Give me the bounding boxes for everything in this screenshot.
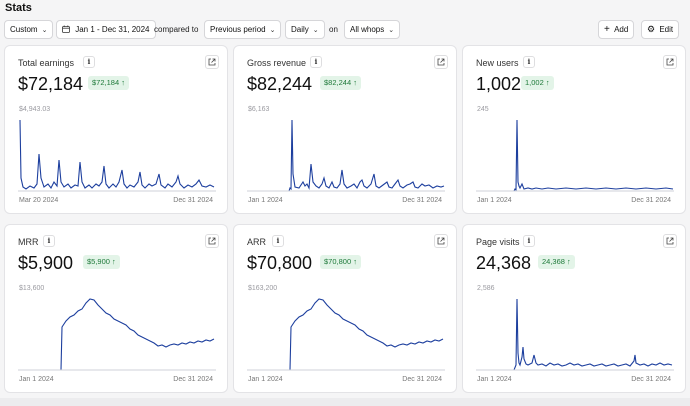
x-axis-end: Dec 31 2024 xyxy=(173,376,213,383)
stat-card-mrr[interactable]: MRR i $5,900 $5,900 ↑ $13,600 Jan 1 2024… xyxy=(4,224,228,393)
range-preset-dropdown[interactable]: Custom ⌄ xyxy=(4,20,54,39)
date-range-label: Jan 1 - Dec 31, 2024 xyxy=(75,25,150,34)
x-axis-end: Dec 31 2024 xyxy=(631,376,671,383)
external-link-icon[interactable] xyxy=(663,234,677,248)
interval-label: Daily xyxy=(291,25,309,34)
scope-label: All whops xyxy=(350,25,385,34)
y-axis-max: $4,943.03 xyxy=(19,106,51,113)
x-axis-start: Jan 1 2024 xyxy=(248,197,283,204)
sparkline-chart xyxy=(476,298,674,371)
y-axis-max: 2,586 xyxy=(477,285,495,292)
x-axis-start: Mar 20 2024 xyxy=(19,197,59,204)
change-badge: 24,368 ↑ xyxy=(538,255,575,269)
card-value: $5,900 xyxy=(18,253,74,273)
x-axis-end: Dec 31 2024 xyxy=(173,197,213,204)
card-value: 24,368 xyxy=(476,253,532,273)
card-title: Gross revenue xyxy=(247,58,307,68)
stat-card-page-visits[interactable]: Page visits i 24,368 24,368 ↑ 2,586 Jan … xyxy=(462,224,686,393)
sparkline-chart xyxy=(476,119,674,192)
stat-card-gross-revenue[interactable]: Gross revenue i $82,244 $82,244 ↑ $6,163… xyxy=(233,45,457,214)
sparkline-chart xyxy=(18,119,216,192)
range-preset-label: Custom xyxy=(10,25,38,34)
edit-button[interactable]: ⚙ Edit xyxy=(641,20,680,39)
x-axis-start: Jan 1 2024 xyxy=(19,376,54,383)
info-icon[interactable]: i xyxy=(43,235,55,247)
chevron-down-icon: ⌄ xyxy=(269,27,276,34)
plus-icon: + xyxy=(604,24,610,35)
stat-card-total-earnings[interactable]: Total earnings i $72,184 $72,184 ↑ $4,94… xyxy=(4,45,228,214)
y-axis-max: $163,200 xyxy=(248,285,278,292)
on-label: on xyxy=(329,25,338,34)
x-axis-end: Dec 31 2024 xyxy=(402,376,442,383)
horizontal-scrollbar[interactable] xyxy=(0,398,690,406)
stat-card-arr[interactable]: ARR i $70,800 $70,800 ↑ $163,200 Jan 1 2… xyxy=(233,224,457,393)
gear-icon: ⚙ xyxy=(647,24,656,34)
comparison-dropdown[interactable]: Previous period ⌄ xyxy=(204,20,282,39)
chevron-down-icon: ⌄ xyxy=(312,27,319,34)
card-value: 1,002 xyxy=(476,74,522,94)
add-button[interactable]: + Add xyxy=(598,20,635,39)
info-icon[interactable]: i xyxy=(523,235,535,247)
add-label: Add xyxy=(614,25,629,34)
x-axis-start: Jan 1 2024 xyxy=(477,376,512,383)
card-title: Page visits xyxy=(476,237,520,247)
edit-label: Edit xyxy=(659,25,674,34)
y-axis-max: $6,163 xyxy=(248,106,270,113)
info-icon[interactable]: i xyxy=(310,56,322,68)
card-value: $82,244 xyxy=(247,74,313,94)
card-title: ARR xyxy=(247,237,267,247)
y-axis-max: $13,600 xyxy=(19,285,45,292)
change-badge: $82,244 ↑ xyxy=(320,76,361,90)
chevron-down-icon: ⌄ xyxy=(388,27,395,34)
card-title: Total earnings xyxy=(18,58,75,68)
date-range-picker[interactable]: Jan 1 - Dec 31, 2024 xyxy=(56,20,156,39)
x-axis-start: Jan 1 2024 xyxy=(477,197,512,204)
external-link-icon[interactable] xyxy=(205,234,219,248)
info-icon[interactable]: i xyxy=(523,56,535,68)
change-badge: $70,800 ↑ xyxy=(320,255,361,269)
compared-to-label: compared to xyxy=(154,25,199,34)
external-link-icon[interactable] xyxy=(434,55,448,69)
y-axis-max: 245 xyxy=(477,106,489,113)
change-badge: $72,184 ↑ xyxy=(88,76,129,90)
sparkline-chart xyxy=(247,119,445,192)
card-value: $70,800 xyxy=(247,253,313,273)
info-icon[interactable]: i xyxy=(83,56,95,68)
scope-dropdown[interactable]: All whops ⌄ xyxy=(344,20,401,39)
external-link-icon[interactable] xyxy=(434,234,448,248)
external-link-icon[interactable] xyxy=(205,55,219,69)
toolbar: Custom ⌄ Jan 1 - Dec 31, 2024 compared to… xyxy=(4,20,686,40)
calendar-icon xyxy=(62,25,70,33)
x-axis-start: Jan 1 2024 xyxy=(248,376,283,383)
external-link-icon[interactable] xyxy=(663,55,677,69)
interval-dropdown[interactable]: Daily ⌄ xyxy=(285,20,325,39)
sparkline-chart xyxy=(247,298,445,371)
sparkline-chart xyxy=(18,298,216,371)
x-axis-end: Dec 31 2024 xyxy=(631,197,671,204)
chevron-down-icon: ⌄ xyxy=(41,27,48,34)
change-badge: 1,002 ↑ xyxy=(521,76,554,90)
page-title: Stats xyxy=(5,2,32,14)
x-axis-end: Dec 31 2024 xyxy=(402,197,442,204)
card-value: $72,184 xyxy=(18,74,84,94)
stat-card-new-users[interactable]: New users i 1,002 1,002 ↑ 245 Jan 1 2024… xyxy=(462,45,686,214)
change-badge: $5,900 ↑ xyxy=(83,255,120,269)
card-title: New users xyxy=(476,58,519,68)
card-title: MRR xyxy=(18,237,39,247)
comparison-label: Previous period xyxy=(210,25,266,34)
info-icon[interactable]: i xyxy=(272,235,284,247)
